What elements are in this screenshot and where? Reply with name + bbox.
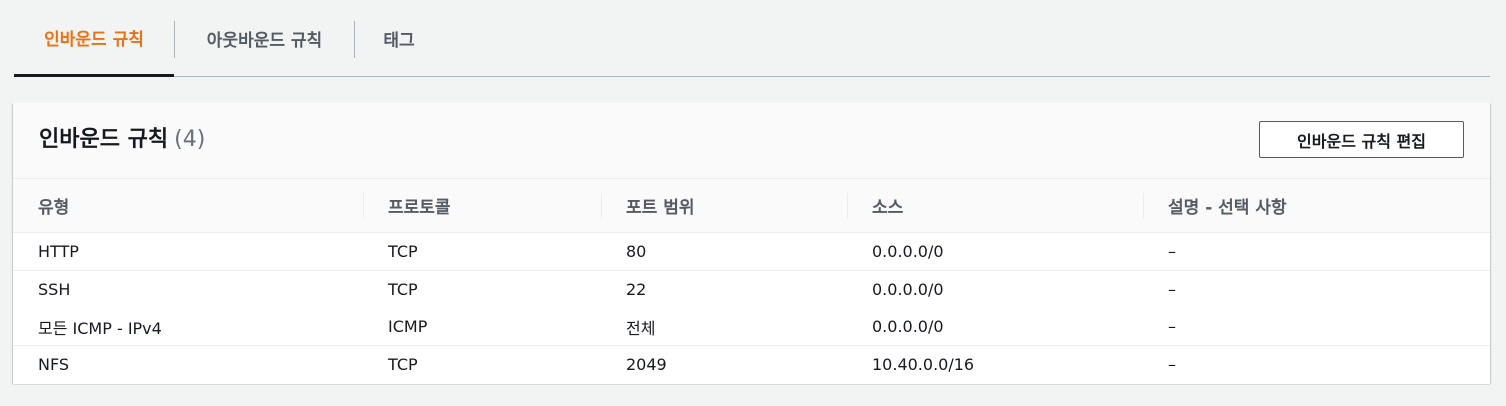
table-row: NFS TCP 2049 10.40.0.0/16 – <box>13 346 1490 384</box>
inbound-rules-panel: 인바운드 규칙 (4) 인바운드 규칙 편집 유형 프로토콜 포트 범위 소스 설… <box>13 103 1490 384</box>
column-divider <box>363 193 364 219</box>
column-header-description[interactable]: 설명 - 선택 사항 <box>1168 198 1287 218</box>
cell-description: – <box>1168 355 1176 374</box>
panel-title-text: 인바운드 규칙 <box>39 127 169 152</box>
cell-port-range: 80 <box>626 242 647 261</box>
cell-type: HTTP <box>38 242 79 261</box>
cell-type: SSH <box>38 280 71 299</box>
cell-type: 모든 ICMP - IPv4 <box>38 318 162 338</box>
table-row: 모든 ICMP - IPv4 ICMP 전체 0.0.0.0/0 – <box>13 308 1490 346</box>
cell-description: – <box>1168 317 1176 336</box>
tab-inbound-rules[interactable]: 인바운드 규칙 <box>14 0 174 77</box>
cell-protocol: TCP <box>388 280 418 299</box>
table-header: 유형 프로토콜 포트 범위 소스 설명 - 선택 사항 <box>13 179 1490 233</box>
column-divider <box>601 193 602 219</box>
tab-tags[interactable]: 태그 <box>383 31 415 51</box>
panel-header: 인바운드 규칙 (4) 인바운드 규칙 편집 <box>13 103 1490 179</box>
cell-protocol: TCP <box>388 242 418 261</box>
cell-description: – <box>1168 242 1176 261</box>
column-header-protocol[interactable]: 프로토콜 <box>388 198 451 218</box>
column-divider <box>1143 193 1144 219</box>
column-header-port-range[interactable]: 포트 범위 <box>626 198 695 218</box>
tab-bar: 인바운드 규칙 아웃바운드 규칙 태그 <box>14 0 1490 77</box>
rule-count: (4) <box>174 127 206 152</box>
cell-source: 0.0.0.0/0 <box>872 317 944 336</box>
cell-port-range: 2049 <box>626 355 667 374</box>
cell-type: NFS <box>38 355 70 374</box>
tab-outbound-rules[interactable]: 아웃바운드 규칙 <box>206 31 323 51</box>
cell-source: 10.40.0.0/16 <box>872 355 975 374</box>
tab-divider <box>174 21 175 58</box>
cell-source: 0.0.0.0/0 <box>872 280 944 299</box>
cell-port-range: 전체 <box>626 318 656 338</box>
cell-protocol: TCP <box>388 355 418 374</box>
column-header-source[interactable]: 소스 <box>872 198 904 218</box>
table-row: HTTP TCP 80 0.0.0.0/0 – <box>13 233 1490 271</box>
edit-inbound-rules-button[interactable]: 인바운드 규칙 편집 <box>1259 121 1464 158</box>
cell-port-range: 22 <box>626 280 647 299</box>
cell-source: 0.0.0.0/0 <box>872 242 944 261</box>
column-header-type[interactable]: 유형 <box>38 198 70 218</box>
panel-title: 인바운드 규칙 (4) <box>39 125 205 155</box>
column-divider <box>847 193 848 219</box>
table-row: SSH TCP 22 0.0.0.0/0 – <box>13 271 1490 309</box>
tab-divider <box>354 21 355 58</box>
cell-description: – <box>1168 280 1176 299</box>
cell-protocol: ICMP <box>388 317 428 336</box>
